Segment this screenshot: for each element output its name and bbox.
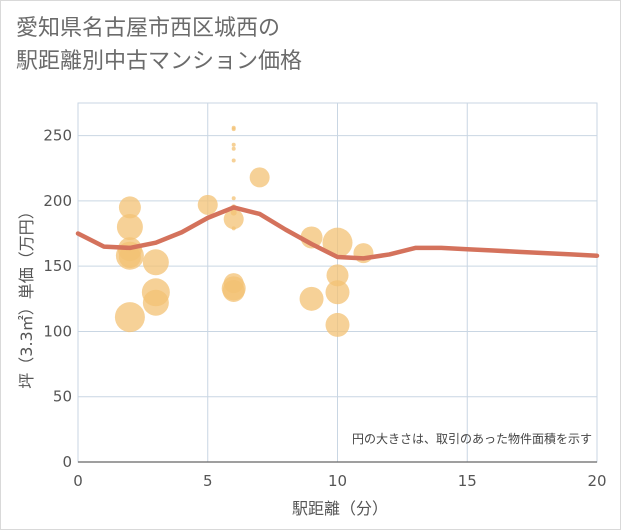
bubble-point — [231, 142, 236, 147]
bubble-point — [142, 249, 169, 276]
bubble-point — [197, 194, 218, 215]
chart-title-line-1: 愛知県名古屋市西区城西の — [16, 16, 281, 41]
bubble-point — [223, 209, 244, 230]
bubble-point — [231, 226, 236, 231]
bubble-point — [325, 312, 350, 337]
bubble-point — [231, 196, 236, 201]
bubble-point — [118, 196, 141, 219]
y-tick-label: 200 — [43, 192, 72, 210]
bubble-point — [222, 279, 245, 302]
bubble-point — [325, 280, 350, 305]
y-tick-label: 100 — [43, 322, 72, 340]
bubble-point — [231, 158, 236, 163]
bubble-point — [299, 286, 324, 311]
chart-title: 愛知県名古屋市西区城西の 駅距離別中古マンション価格 — [16, 12, 302, 78]
bubble-size-note: 円の大きさは、取引のあった物件面積を示す — [352, 431, 592, 446]
bubble-point — [322, 227, 353, 258]
x-tick-label: 0 — [73, 472, 83, 490]
x-tick-label: 20 — [587, 472, 606, 490]
chart-title-line-2: 駅距離別中古マンション価格 — [16, 49, 303, 74]
bubble-layer — [114, 125, 374, 337]
trend-layer — [75, 205, 600, 261]
grid-layer — [77, 102, 598, 463]
x-axis-label: 駅距離（分） — [292, 499, 388, 518]
bubble-point — [142, 289, 169, 316]
x-tick-label: 15 — [458, 472, 477, 490]
y-tick-label: 150 — [43, 257, 72, 275]
y-axis-label: 坪（3.3㎡）単価（万円） — [17, 203, 36, 388]
bubble-point — [116, 214, 143, 241]
bubble-point — [231, 127, 236, 132]
trend-line — [75, 205, 600, 261]
bubble-point — [114, 302, 145, 333]
x-tick-label: 5 — [203, 472, 213, 490]
bubble-point — [326, 264, 349, 287]
bubble-point — [118, 246, 141, 269]
y-tick-label: 50 — [53, 388, 72, 406]
y-tick-label: 0 — [62, 453, 72, 471]
bubble-point — [231, 146, 236, 151]
x-tick-label: 10 — [328, 472, 347, 490]
y-tick-label: 250 — [43, 127, 72, 145]
bubble-point — [249, 167, 270, 188]
